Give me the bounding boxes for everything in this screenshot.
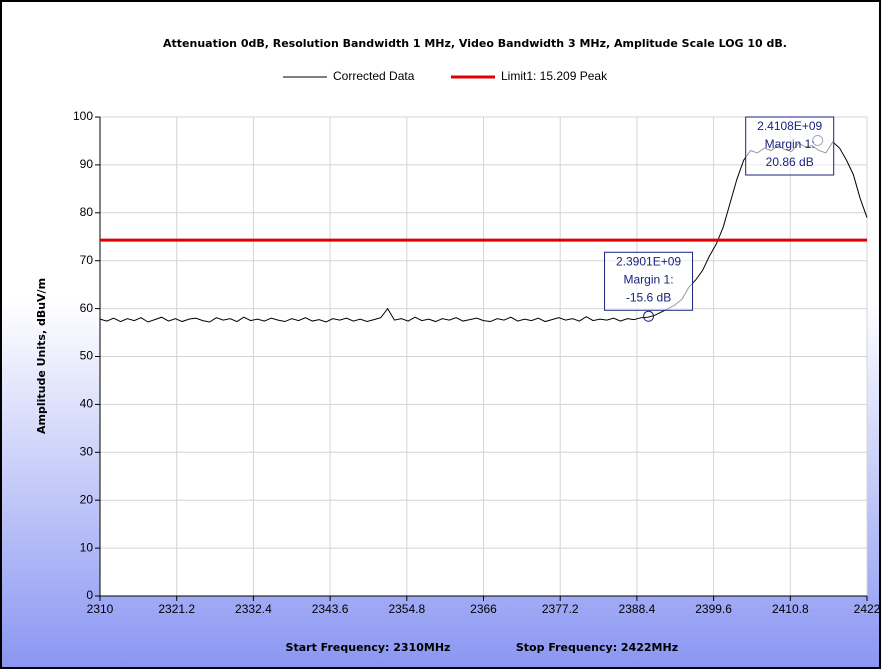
data-line [99, 141, 868, 323]
y-tick-label: 40 [80, 397, 94, 411]
x-tick-label: 2321.2 [158, 602, 195, 616]
y-tick-label: 20 [80, 492, 94, 506]
legend-label: Corrected Data [333, 69, 415, 83]
y-axis-label: Amplitude Units, dBuV/m [35, 278, 48, 434]
x-tick-label: 2310 [87, 602, 114, 616]
y-tick-label: 60 [80, 301, 94, 315]
x-tick-label: 2377.2 [542, 602, 579, 616]
legend: Corrected Data Limit1: 15.209 Peak [283, 69, 608, 83]
annotation-box [604, 251, 694, 311]
y-tick-label: 80 [80, 205, 94, 219]
x-tick-label: 2366 [470, 602, 497, 616]
annotation-text: -15.6 dB [626, 290, 671, 304]
x-tick-label: 2332.4 [235, 602, 272, 616]
x-tick-label: 2399.6 [695, 602, 732, 616]
y-tick-label: 0 [86, 588, 93, 602]
annotation-text: 20.86 dB [766, 155, 814, 169]
annotation-text: Margin 1: [765, 137, 815, 151]
x-tick-label: 2388.4 [619, 602, 656, 616]
annotation-text: Margin 1: [624, 272, 674, 286]
legend-label: Limit1: 15.209 Peak [501, 69, 608, 83]
footer-start: Start Frequency: 2310MHz [286, 641, 451, 654]
annotation-box [745, 116, 835, 176]
annotation-text: 2.4108E+09 [757, 119, 822, 133]
x-tick-label: 2410.8 [772, 602, 809, 616]
y-tick-label: 70 [80, 253, 94, 267]
x-tick-label: 2422 [854, 602, 881, 616]
y-tick-label: 90 [80, 157, 94, 171]
x-tick-label: 2343.6 [312, 602, 349, 616]
footer-stop: Stop Frequency: 2422MHz [516, 641, 678, 654]
y-tick-label: 30 [80, 444, 94, 458]
y-tick-label: 100 [73, 109, 93, 123]
chart-title: Attenuation 0dB, Resolution Bandwidth 1 … [163, 37, 787, 50]
y-tick-label: 50 [80, 349, 94, 363]
y-tick-label: 10 [80, 540, 94, 554]
x-tick-label: 2354.8 [388, 602, 425, 616]
annotation-text: 2.3901E+09 [616, 254, 681, 268]
marker [643, 310, 655, 322]
